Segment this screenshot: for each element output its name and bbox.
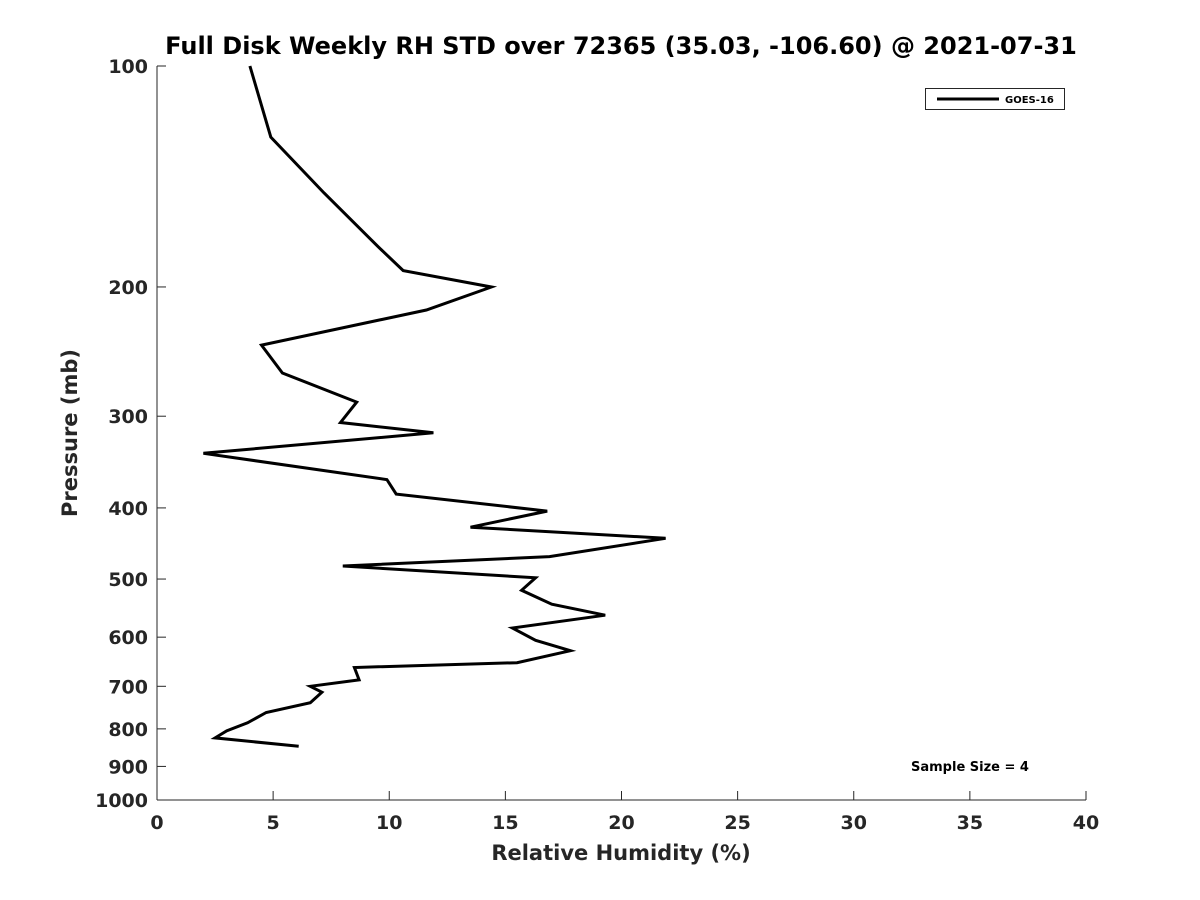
x-tick-label: 35: [957, 812, 983, 834]
x-tick-label: 0: [150, 812, 163, 834]
y-tick-label: 100: [108, 56, 148, 78]
legend: GOES-16: [925, 88, 1065, 110]
y-tick-label: 1000: [95, 790, 148, 812]
y-tick-label: 700: [108, 676, 148, 698]
x-tick-label: 20: [608, 812, 634, 834]
series-line-goes-16: [203, 65, 666, 748]
x-tick-label: 25: [724, 812, 750, 834]
series-layer: [203, 65, 666, 748]
x-tick-label: 30: [841, 812, 867, 834]
y-tick-label: 600: [108, 627, 148, 649]
y-tick-label: 300: [108, 406, 148, 428]
x-tick-label: 10: [376, 812, 402, 834]
x-tick-label: 40: [1073, 812, 1099, 834]
y-tick-label: 900: [108, 756, 148, 778]
x-tick-label: 15: [492, 812, 518, 834]
chart-title: Full Disk Weekly RH STD over 72365 (35.0…: [165, 32, 1077, 60]
sample-size-annotation: Sample Size = 4: [911, 760, 1029, 775]
y-tick-label: 200: [108, 277, 148, 299]
y-tick-label: 800: [108, 719, 148, 741]
y-ticks: 100 200 300 400 500 600 700 800 900 1000: [95, 56, 166, 812]
x-ticks: 0 5 10 15 20 25 30 35 40: [150, 791, 1099, 834]
x-tick-label: 5: [267, 812, 280, 834]
y-tick-label: 500: [108, 569, 148, 591]
y-axis-label: Pressure (mb): [58, 349, 82, 517]
x-axis-label: Relative Humidity (%): [491, 841, 750, 865]
y-tick-label: 400: [108, 498, 148, 520]
legend-label-goes-16: GOES-16: [1005, 95, 1054, 106]
